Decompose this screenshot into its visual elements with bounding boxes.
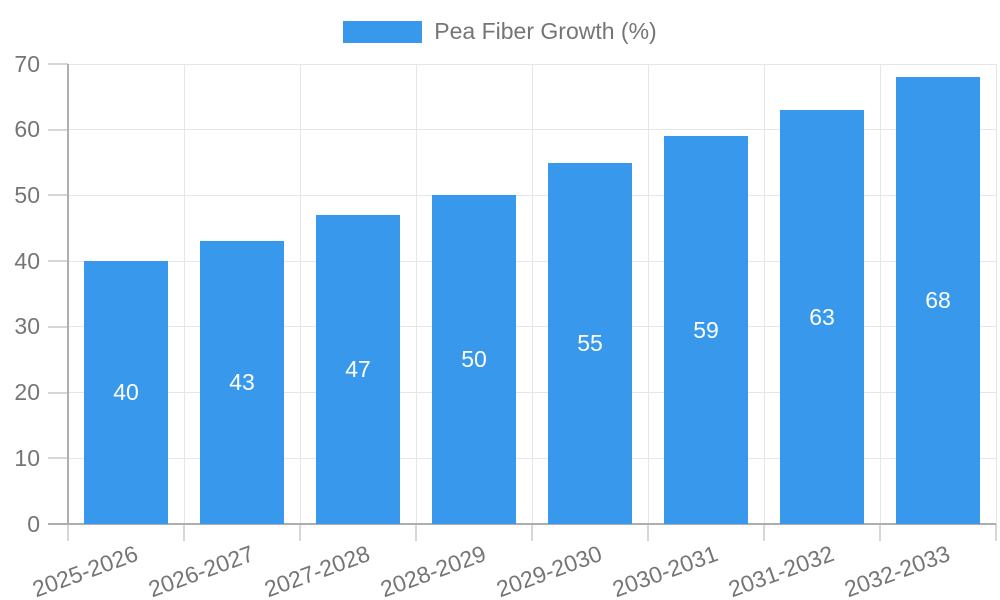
y-axis-tick <box>48 391 68 394</box>
gridline-vertical <box>879 64 881 524</box>
bar[interactable]: 50 <box>432 195 516 524</box>
bar-value-label: 68 <box>925 287 951 314</box>
y-axis-label: 0 <box>27 510 40 537</box>
legend-swatch <box>343 20 423 43</box>
bar-value-label: 40 <box>113 379 139 406</box>
gridline-vertical <box>183 64 185 524</box>
bar[interactable]: 55 <box>548 162 632 524</box>
y-axis-tick <box>48 194 68 197</box>
bar-value-label: 63 <box>809 303 835 330</box>
gridline-vertical <box>531 64 533 524</box>
x-axis-tick <box>415 524 417 541</box>
x-axis-tick <box>67 524 69 541</box>
x-axis-tick <box>531 524 533 541</box>
gridline-vertical <box>647 64 649 524</box>
x-axis-tick <box>183 524 185 541</box>
gridline-vertical <box>995 64 997 524</box>
bar[interactable]: 43 <box>200 241 284 524</box>
bar-value-label: 55 <box>577 329 603 356</box>
gridline-vertical <box>763 64 765 524</box>
legend-item[interactable]: Pea Fiber Growth (%) <box>343 18 657 45</box>
y-axis-tick <box>48 128 68 131</box>
bar-value-label: 43 <box>229 369 255 396</box>
y-axis-tick <box>48 457 68 460</box>
legend: Pea Fiber Growth (%) <box>0 18 1000 45</box>
bar-value-label: 59 <box>693 316 719 343</box>
x-axis-tick <box>299 524 301 541</box>
gridline-vertical <box>415 64 417 524</box>
y-axis-label: 20 <box>14 379 40 406</box>
y-axis-label: 30 <box>14 313 40 340</box>
bar-value-label: 50 <box>461 346 487 373</box>
x-axis-tick <box>995 524 997 541</box>
bar[interactable]: 63 <box>780 110 864 524</box>
y-axis-label: 10 <box>14 444 40 471</box>
gridline-vertical <box>299 64 301 524</box>
bar[interactable]: 40 <box>84 261 168 524</box>
x-axis-tick <box>647 524 649 541</box>
y-axis-label: 50 <box>14 181 40 208</box>
y-axis-label: 40 <box>14 247 40 274</box>
y-axis-tick <box>48 63 68 65</box>
y-axis-line <box>67 64 69 524</box>
y-axis-label: 70 <box>14 50 40 77</box>
y-axis-tick <box>48 260 68 263</box>
y-axis-tick <box>48 325 68 328</box>
bar[interactable]: 47 <box>316 215 400 524</box>
bar[interactable]: 59 <box>664 136 748 524</box>
y-axis-label: 60 <box>14 116 40 143</box>
bar-value-label: 47 <box>345 356 371 383</box>
x-axis-line <box>48 523 996 525</box>
x-axis-tick <box>879 524 881 541</box>
x-axis-tick <box>763 524 765 541</box>
bar[interactable]: 68 <box>896 77 980 524</box>
legend-label: Pea Fiber Growth (%) <box>434 18 657 44</box>
